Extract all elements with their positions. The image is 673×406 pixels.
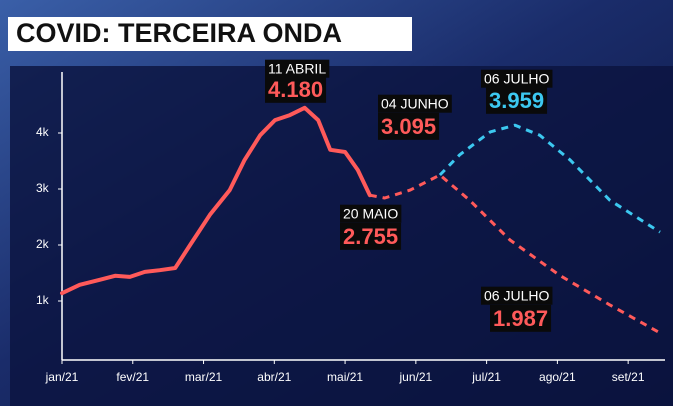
annotation-box <box>378 94 452 113</box>
line <box>60 105 372 296</box>
annotation-box <box>490 304 552 332</box>
annotation-value: 3.095 <box>381 114 436 139</box>
annotation-date: 06 JULHO <box>484 288 549 304</box>
annotation-box <box>486 86 548 114</box>
chart-title: COVID: TERCEIRA ONDA <box>16 18 342 48</box>
x-tick-label: jun/21 <box>398 370 432 384</box>
annotation-date: 06 JULHO <box>484 71 549 87</box>
annotation-box <box>265 75 327 103</box>
x-tick-label: fev/21 <box>116 370 149 384</box>
annotation-box <box>265 59 330 78</box>
annotation-box <box>340 204 402 223</box>
x-tick-label: ago/21 <box>539 370 576 384</box>
x-tick-label: abr/21 <box>257 370 291 384</box>
annotation-box <box>481 286 553 305</box>
annotation-date: 04 JUNHO <box>381 96 449 112</box>
x-tick-label: mai/21 <box>327 370 363 384</box>
annotation-box <box>481 69 553 88</box>
annotation-date: 11 ABRIL <box>268 61 326 77</box>
y-tick-label: 4k <box>36 125 50 139</box>
x-tick-label: jan/21 <box>45 370 79 384</box>
annotation-box <box>378 112 440 140</box>
x-tick-label: mar/21 <box>185 370 223 384</box>
line <box>438 123 661 234</box>
x-tick-label: jul/21 <box>471 370 501 384</box>
annotation-value: 4.180 <box>268 77 323 102</box>
title-box <box>8 17 412 51</box>
annotation-date: 20 MAIO <box>343 206 398 222</box>
annotation-value: 3.959 <box>489 88 544 113</box>
x-tick-label: set/21 <box>612 370 645 384</box>
annotation-box <box>340 222 402 250</box>
y-tick-label: 3k <box>36 181 50 195</box>
annotation-value: 2.755 <box>343 224 398 249</box>
y-tick-label: 2k <box>36 237 50 251</box>
y-tick-label: 1k <box>36 293 50 307</box>
annotation-value: 1.987 <box>493 306 548 331</box>
